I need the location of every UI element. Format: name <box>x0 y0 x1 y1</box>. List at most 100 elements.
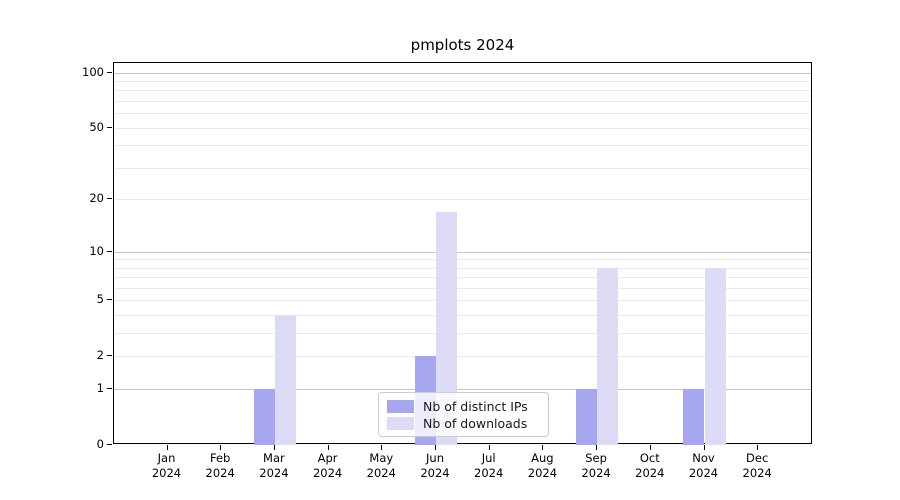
y-tick-mark <box>107 299 112 301</box>
x-tick-year: 2024 <box>259 466 289 480</box>
x-tick-month: Mar <box>263 451 285 465</box>
x-tick-label: May 2024 <box>351 451 411 481</box>
x-tick-label: Jul 2024 <box>459 451 519 481</box>
x-tick-month: May <box>369 451 394 465</box>
x-tick-year: 2024 <box>527 466 558 480</box>
y-tick-label: 0 <box>96 437 104 451</box>
y-gridline-major <box>114 389 811 391</box>
x-tick-mark <box>435 445 436 450</box>
y-tick-mark <box>107 250 112 252</box>
x-tick-year: 2024 <box>312 466 343 480</box>
x-tick-label: Sep 2024 <box>566 451 626 481</box>
y-gridline-minor <box>114 300 811 302</box>
y-gridline-minor <box>114 101 811 103</box>
x-tick-label: Aug 2024 <box>512 451 572 481</box>
y-gridline-major <box>114 72 811 74</box>
legend-item-distinct-ips: Nb of distinct IPs <box>387 398 540 415</box>
x-tick-label: Apr 2024 <box>298 451 358 481</box>
y-tick-label: 50 <box>89 119 104 134</box>
bar-distinct-ips-sep <box>575 389 598 445</box>
y-tick-mark <box>107 126 112 128</box>
x-tick-mark <box>649 445 651 450</box>
x-tick-label: Jun 2024 <box>405 451 465 481</box>
legend-label-distinct-ips: Nb of distinct IPs <box>423 399 528 414</box>
chart-title: pmplots 2024 <box>410 36 515 54</box>
legend: Nb of distinct IPs Nb of downloads <box>378 392 549 437</box>
y-gridline-minor <box>114 167 811 169</box>
bar-downloads-sep <box>597 267 619 445</box>
x-tick-year: 2024 <box>688 466 719 480</box>
y-gridline-minor <box>114 356 811 358</box>
x-tick-mark <box>273 445 275 450</box>
y-tick-mark <box>107 71 112 73</box>
y-tick-label: 20 <box>89 191 104 206</box>
y-tick-mark <box>107 444 112 445</box>
x-tick-mark <box>166 445 168 450</box>
y-gridline-minor <box>114 267 811 269</box>
y-tick-mark <box>107 355 112 357</box>
y-gridline-minor <box>114 287 811 289</box>
x-tick-mark <box>703 445 705 450</box>
legend-label-downloads: Nb of downloads <box>423 416 528 431</box>
y-tick-label: 10 <box>89 243 104 258</box>
x-tick-month: Nov <box>692 451 715 465</box>
x-tick-label: Jan 2024 <box>137 451 197 481</box>
y-gridline-minor <box>114 333 811 335</box>
y-tick-label: 5 <box>96 292 104 307</box>
y-gridline-minor <box>114 81 811 82</box>
x-tick-year: 2024 <box>420 466 450 480</box>
x-tick-month: Aug <box>531 451 554 465</box>
y-gridline-minor <box>114 277 811 279</box>
x-tick-year: 2024 <box>581 466 611 480</box>
bar-distinct-ips-mar <box>253 389 275 445</box>
y-gridline-minor <box>114 90 811 92</box>
x-tick-label: Feb 2024 <box>190 451 250 481</box>
x-tick-year: 2024 <box>635 466 665 480</box>
y-gridline-minor <box>114 199 811 201</box>
y-gridline-minor <box>114 127 811 129</box>
x-tick-month: Jan <box>157 451 176 465</box>
y-gridline-minor <box>114 113 811 115</box>
x-tick-label: Nov 2024 <box>674 451 734 481</box>
x-tick-month: Dec <box>746 451 769 465</box>
x-tick-year: 2024 <box>366 466 396 480</box>
x-tick-mark <box>220 445 222 450</box>
y-gridline-minor <box>114 259 811 261</box>
x-tick-month: Apr <box>317 451 338 465</box>
x-tick-mark <box>327 445 329 450</box>
x-tick-mark <box>488 445 490 450</box>
y-tick-label: 2 <box>96 348 104 363</box>
x-tick-year: 2024 <box>474 466 504 480</box>
x-tick-label: Oct 2024 <box>620 451 680 481</box>
x-tick-month: Sep <box>585 451 607 465</box>
x-tick-month: Feb <box>210 451 231 465</box>
y-tick-mark <box>107 388 112 390</box>
x-tick-month: Oct <box>639 451 660 465</box>
x-tick-mark <box>596 445 598 450</box>
y-gridline-minor <box>114 315 811 317</box>
legend-swatch-downloads <box>387 417 414 430</box>
bar-downloads-nov <box>704 267 726 445</box>
plot-area: Nb of distinct IPs Nb of downloads <box>113 62 812 445</box>
bar-distinct-ips-nov <box>683 389 705 445</box>
bar-downloads-mar <box>274 315 297 445</box>
y-tick-label: 100 <box>82 64 104 79</box>
x-tick-mark <box>757 445 759 450</box>
y-gridline-major <box>114 251 811 253</box>
y-tick-label: 1 <box>96 381 104 396</box>
x-tick-mark <box>542 445 544 450</box>
y-gridline-minor <box>114 145 811 147</box>
x-tick-mark <box>381 445 383 450</box>
x-tick-label: Mar 2024 <box>244 451 304 481</box>
bar-downloads-jun <box>436 211 458 445</box>
x-tick-year: 2024 <box>742 466 772 480</box>
x-tick-month: Jul <box>481 451 496 465</box>
legend-item-downloads: Nb of downloads <box>387 415 540 432</box>
x-tick-year: 2024 <box>205 466 235 480</box>
legend-swatch-distinct-ips <box>387 400 414 413</box>
x-tick-year: 2024 <box>151 466 182 480</box>
y-tick-mark <box>107 198 112 200</box>
x-tick-label: Dec 2024 <box>727 451 787 481</box>
x-tick-month: Jun <box>426 451 444 465</box>
